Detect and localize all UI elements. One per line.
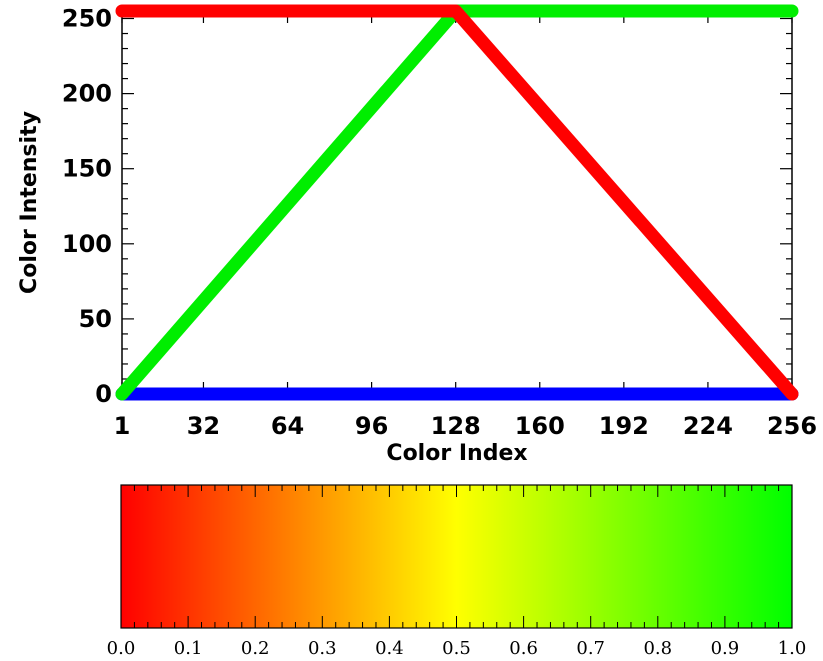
x-tick-label: 160 — [515, 412, 565, 440]
colorbar-tick-label: 0.9 — [711, 638, 740, 659]
y-tick-label: 200 — [62, 80, 112, 108]
colorbar-gradient — [121, 485, 792, 628]
x-tick-label: 64 — [271, 412, 304, 440]
x-tick-label: 128 — [431, 412, 481, 440]
colorbar: 0.0 0.1 0.2 0.3 0.4 0.5 0.6 0.7 0.8 0.9 1.0 — [107, 484, 807, 659]
colorbar-tick-label: 1.0 — [778, 638, 807, 659]
colorbar-tick-label: 0.5 — [442, 638, 471, 659]
colorbar-tick-label: 0.3 — [308, 638, 337, 659]
series-line — [115, 4, 799, 401]
y-tick-label: 0 — [95, 380, 112, 408]
colorbar-tick-label: 0.2 — [241, 638, 270, 659]
x-tick-label: 192 — [599, 412, 649, 440]
x-tick-label: 256 — [767, 412, 817, 440]
colorbar-tick-label: 0.6 — [509, 638, 538, 659]
colorbar-tick-label: 0.7 — [576, 638, 605, 659]
colorbar-tick-label: 0.8 — [643, 638, 672, 659]
y-tick-label: 100 — [62, 230, 112, 258]
x-tick-label: 224 — [683, 412, 733, 440]
colorbar-tick-label: 0.1 — [174, 638, 203, 659]
series-line — [115, 4, 799, 401]
x-tick-label: 32 — [187, 412, 220, 440]
x-tick-label: 96 — [355, 412, 388, 440]
x-tick-label: 1 — [114, 412, 131, 440]
line-plot: 0 50 100 150 200 250 1 32 64 96 128 160 192 224 256 Col… — [17, 4, 817, 466]
colorbar-tick-label: 0.4 — [375, 638, 404, 659]
colorbar-tick-label: 0.0 — [107, 638, 136, 659]
y-tick-label: 150 — [62, 155, 112, 183]
y-tick-label: 250 — [62, 5, 112, 33]
y-axis-title: Color Intensity — [17, 111, 42, 294]
plot-frame — [121, 10, 793, 395]
y-tick-label: 50 — [79, 305, 112, 333]
x-axis-title: Color Index — [386, 441, 527, 466]
